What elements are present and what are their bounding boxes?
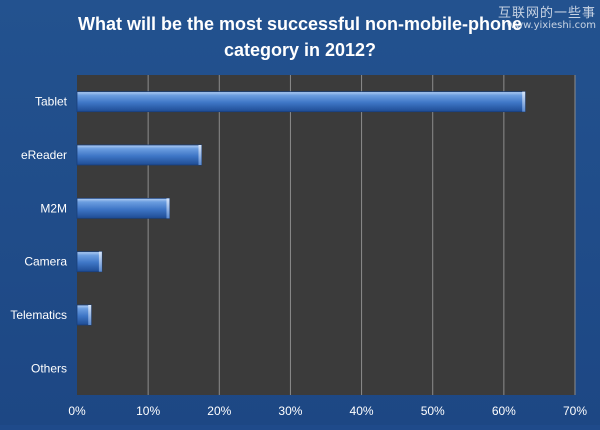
- category-label: Others: [31, 361, 67, 375]
- bar-ereader: [76, 144, 202, 166]
- watermark: 互联网的一些事 www.yixieshi.com: [476, 2, 596, 31]
- x-tick-label: 60%: [492, 404, 516, 418]
- bar-tablet: [76, 91, 526, 113]
- bars: [76, 91, 526, 326]
- category-label: Telematics: [10, 308, 67, 322]
- bar-camera: [76, 251, 103, 273]
- watermark-line2: www.yixieshi.com: [506, 20, 596, 31]
- x-tick-label: 70%: [563, 404, 587, 418]
- x-tick-label: 10%: [136, 404, 160, 418]
- gridlines: [147, 75, 576, 395]
- bar-end-cap: [98, 251, 102, 272]
- plot-area: [77, 75, 575, 395]
- x-tick-label: 20%: [207, 404, 231, 418]
- bar-body: [76, 197, 170, 219]
- x-axis-tick-labels: 0% 10% 20% 30% 40% 50% 60% 70%: [68, 404, 587, 418]
- bar-end-cap: [88, 305, 92, 325]
- category-label: Camera: [24, 255, 67, 269]
- bar-telematics: [76, 304, 92, 326]
- chart-title: What will be the most successful non-mob…: [78, 14, 522, 60]
- bar-end-cap: [198, 145, 202, 165]
- x-tick-label: 50%: [421, 404, 445, 418]
- bar-body: [76, 91, 526, 113]
- category-labels: Tablet eReader M2M Camera Telematics Others: [10, 95, 67, 376]
- bar-end-cap: [522, 91, 526, 112]
- chart-title-line-2: category in 2012?: [224, 40, 376, 60]
- x-tick-label: 40%: [350, 404, 374, 418]
- x-tick-label: 30%: [278, 404, 302, 418]
- bar-body: [76, 251, 103, 273]
- watermark-line1: 互联网的一些事: [497, 6, 596, 21]
- category-label: Tablet: [35, 95, 68, 109]
- bar-m2m: [76, 197, 170, 219]
- category-label: M2M: [40, 201, 67, 215]
- bar-body: [76, 144, 202, 166]
- chart-title-line-1: What will be the most successful non-mob…: [78, 14, 522, 34]
- bar-end-cap: [166, 198, 170, 219]
- category-label: eReader: [21, 148, 67, 162]
- x-tick-label: 0%: [68, 404, 86, 418]
